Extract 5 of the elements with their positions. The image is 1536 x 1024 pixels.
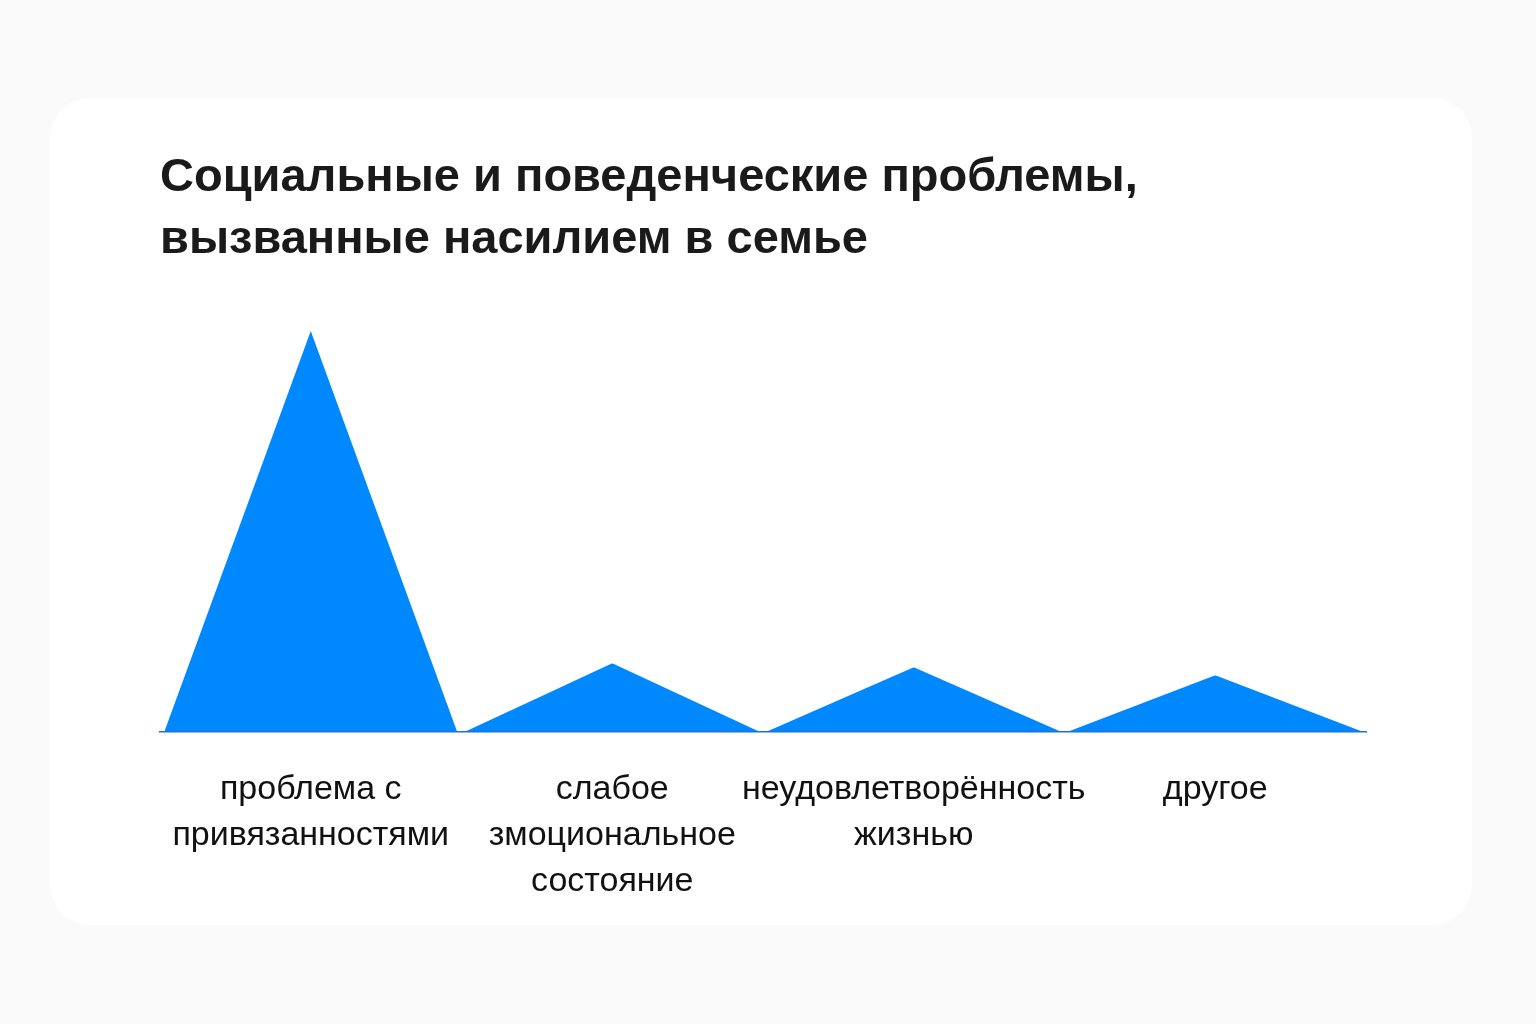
x-tick-label: слабое змоциональное состояние	[488, 767, 736, 899]
x-tick-label: неудовлетворённость жизнью	[741, 767, 1086, 853]
x-tick-label: проблема с привязанностями	[172, 767, 450, 853]
x-tick-label: другое	[1162, 767, 1268, 806]
chart-title: Социальные и поведенческие проблемы, вызванные насилием в семье	[160, 147, 1138, 264]
